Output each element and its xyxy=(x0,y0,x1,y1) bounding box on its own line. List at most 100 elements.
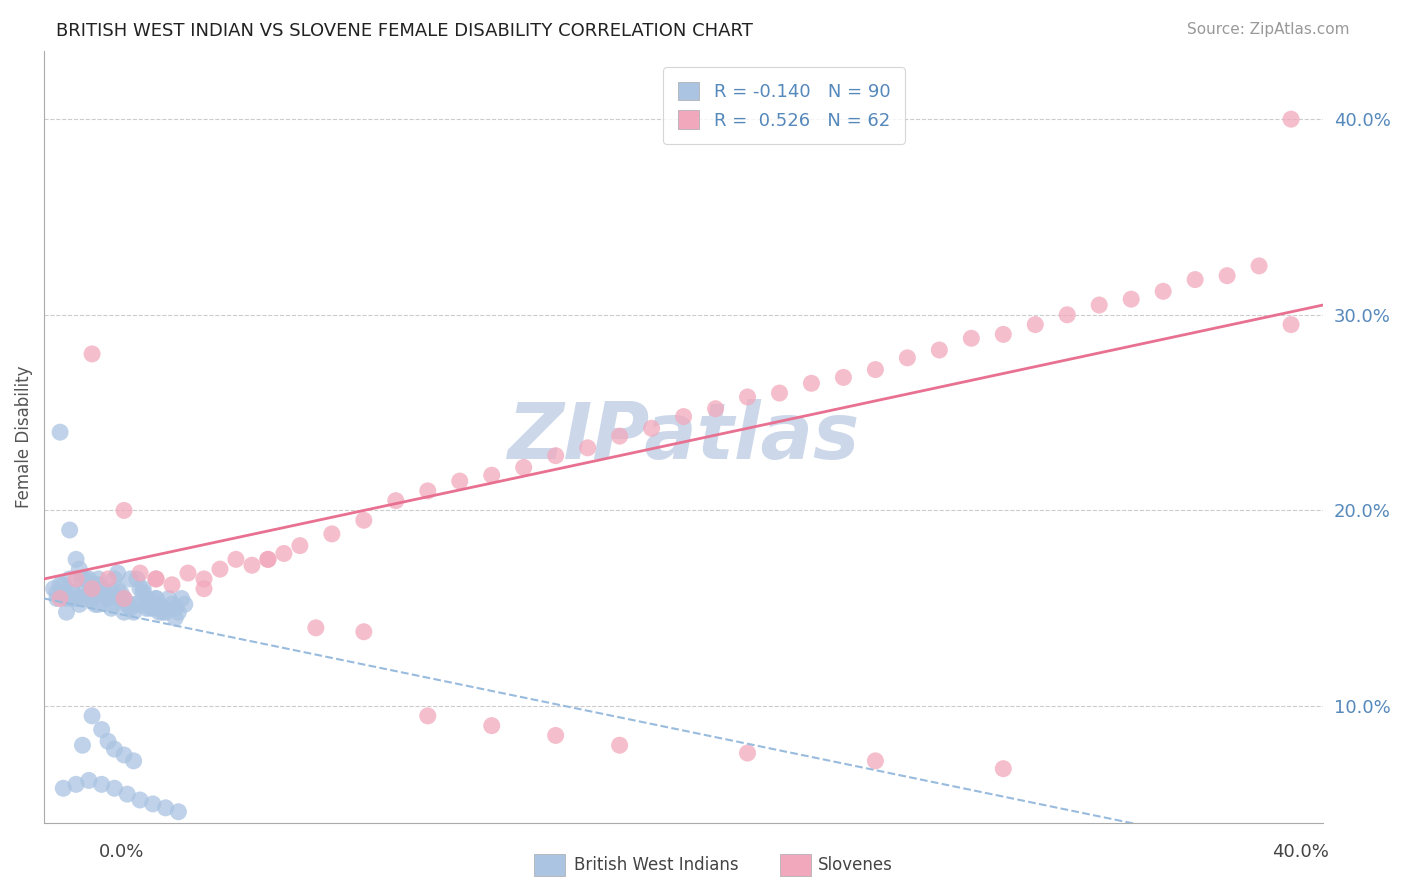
Point xyxy=(129,582,152,596)
Point xyxy=(512,460,534,475)
Point xyxy=(97,734,120,748)
Point xyxy=(165,611,187,625)
Point xyxy=(112,747,135,762)
Point xyxy=(1279,318,1302,332)
Point xyxy=(112,605,135,619)
Point xyxy=(167,605,190,619)
Point xyxy=(993,327,1015,342)
Point xyxy=(353,624,375,639)
Text: 40.0%: 40.0% xyxy=(1272,843,1329,861)
Point xyxy=(165,601,187,615)
Text: 0.0%: 0.0% xyxy=(98,843,143,861)
Point xyxy=(55,605,77,619)
Point xyxy=(107,566,129,580)
Point xyxy=(125,572,148,586)
Point xyxy=(62,585,84,599)
Point xyxy=(155,605,177,619)
Point xyxy=(800,376,823,391)
Point xyxy=(737,390,759,404)
Point xyxy=(640,421,662,435)
Point xyxy=(416,483,439,498)
Point xyxy=(896,351,918,365)
Point xyxy=(80,582,103,596)
Point xyxy=(77,585,100,599)
Point xyxy=(1216,268,1239,283)
Point xyxy=(1056,308,1078,322)
Point xyxy=(62,591,84,606)
Point xyxy=(193,582,215,596)
Point xyxy=(257,552,280,566)
Point xyxy=(84,578,107,592)
Point xyxy=(45,585,67,599)
Point xyxy=(67,598,90,612)
Point xyxy=(993,762,1015,776)
Text: British West Indians: British West Indians xyxy=(574,856,738,874)
Point xyxy=(49,425,72,440)
Point xyxy=(160,598,183,612)
Point xyxy=(138,601,160,615)
Point xyxy=(148,598,170,612)
Point xyxy=(100,598,122,612)
Point xyxy=(75,591,97,606)
Point xyxy=(544,449,567,463)
Point xyxy=(97,572,120,586)
Point xyxy=(321,527,343,541)
Text: ZIPatlas: ZIPatlas xyxy=(508,399,859,475)
Point xyxy=(115,787,138,801)
Point xyxy=(273,547,295,561)
Point xyxy=(65,777,87,791)
Point xyxy=(97,591,120,606)
Point xyxy=(155,801,177,815)
Point xyxy=(257,552,280,566)
Point xyxy=(112,591,135,606)
Point xyxy=(103,572,125,586)
Point xyxy=(288,539,311,553)
Point xyxy=(62,585,84,599)
Point xyxy=(90,723,112,737)
Point xyxy=(65,552,87,566)
Point xyxy=(122,598,145,612)
Point xyxy=(1279,112,1302,127)
Point xyxy=(52,781,75,796)
Point xyxy=(75,582,97,596)
Point xyxy=(75,572,97,586)
Point xyxy=(110,585,132,599)
Point xyxy=(481,719,503,733)
Point xyxy=(103,742,125,756)
Point xyxy=(112,503,135,517)
Point xyxy=(90,582,112,596)
Point xyxy=(67,562,90,576)
Point xyxy=(132,582,155,596)
Point xyxy=(416,709,439,723)
Point xyxy=(87,572,110,586)
Point xyxy=(609,738,631,752)
Point xyxy=(59,523,82,537)
Point xyxy=(152,601,174,615)
Point xyxy=(45,591,67,606)
Point xyxy=(173,598,195,612)
Point xyxy=(115,598,138,612)
Point xyxy=(145,591,167,606)
Point xyxy=(865,754,887,768)
Point xyxy=(737,746,759,760)
Point xyxy=(1152,285,1174,299)
Point xyxy=(80,347,103,361)
Point xyxy=(80,591,103,606)
Point xyxy=(90,777,112,791)
Point xyxy=(1247,259,1270,273)
Point xyxy=(49,591,72,606)
Point xyxy=(449,474,471,488)
Point xyxy=(77,572,100,586)
Point xyxy=(142,797,165,811)
Point xyxy=(768,386,790,401)
Point xyxy=(167,805,190,819)
Point xyxy=(94,585,117,599)
Legend: R = -0.140   N = 90, R =  0.526   N = 62: R = -0.140 N = 90, R = 0.526 N = 62 xyxy=(664,68,904,144)
Point xyxy=(145,572,167,586)
Point xyxy=(122,605,145,619)
Point xyxy=(960,331,983,345)
Point xyxy=(87,598,110,612)
Point xyxy=(544,728,567,742)
Point xyxy=(138,598,160,612)
Point xyxy=(107,582,129,596)
